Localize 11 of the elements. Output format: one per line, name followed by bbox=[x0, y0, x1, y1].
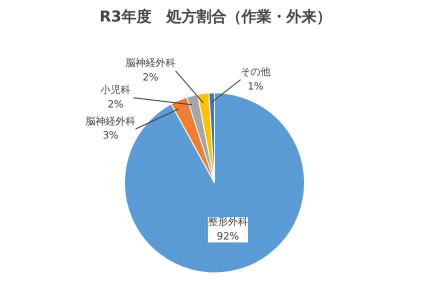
data-label: 1% bbox=[248, 81, 264, 92]
slice-label: 小児科 bbox=[100, 84, 130, 96]
chart-title: R3年度 処方割合（作業・外来） bbox=[100, 8, 332, 26]
data-label: 2% bbox=[142, 72, 158, 84]
data-label: 2% bbox=[108, 99, 124, 110]
data-label: 92% bbox=[216, 231, 240, 242]
slice-label: その他 bbox=[240, 66, 270, 78]
data-label: 3% bbox=[102, 130, 118, 142]
slice-label: 脳神経外科 bbox=[86, 115, 136, 128]
slice-label: 整形外科 bbox=[208, 216, 248, 228]
slice-label: 脳神経外科 bbox=[126, 57, 176, 70]
